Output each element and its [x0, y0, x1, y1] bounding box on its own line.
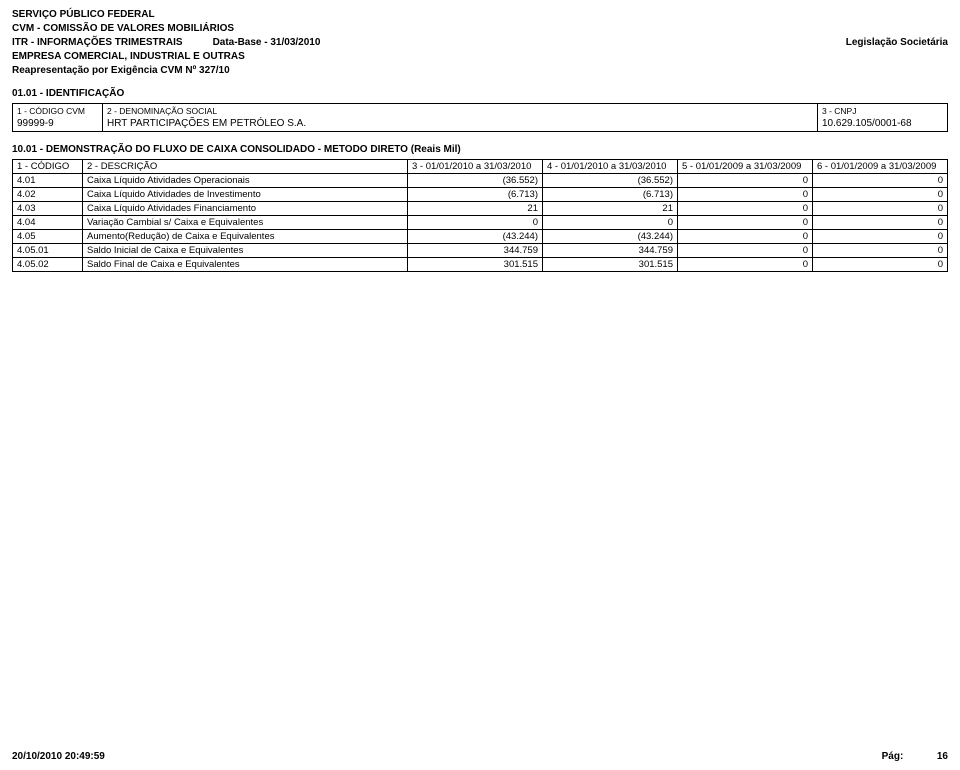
row-value: 344.759	[408, 244, 543, 258]
flow-table-header-row: 1 - CÓDIGO2 - DESCRIÇÃO3 - 01/01/2010 a …	[13, 160, 948, 174]
flow-header-cell: 6 - 01/01/2009 a 31/03/2009	[813, 160, 948, 174]
id-header-cnpj: 3 - CNPJ	[822, 106, 943, 116]
flow-header-cell: 3 - 01/01/2010 a 31/03/2010	[408, 160, 543, 174]
row-value: (43.244)	[543, 230, 678, 244]
row-value: 344.759	[543, 244, 678, 258]
row-value: (36.552)	[543, 174, 678, 188]
id-col-denominacao: 2 - DENOMINAÇÃO SOCIAL HRT PARTICIPAÇÕES…	[103, 104, 818, 131]
row-value: 0	[813, 244, 948, 258]
page-footer: 20/10/2010 20:49:59 Pág: 16	[12, 751, 948, 762]
row-desc: Aumento(Redução) de Caixa e Equivalentes	[83, 230, 408, 244]
footer-timestamp: 20/10/2010 20:49:59	[12, 751, 105, 762]
row-value: (43.244)	[408, 230, 543, 244]
header-line-1: SERVIÇO PÚBLICO FEDERAL	[12, 8, 948, 22]
row-value: 0	[813, 230, 948, 244]
row-value: 0	[813, 216, 948, 230]
row-desc: Caixa Líquido Atividades Operacionais	[83, 174, 408, 188]
row-desc: Saldo Inicial de Caixa e Equivalentes	[83, 244, 408, 258]
row-value: 0	[678, 258, 813, 272]
row-value: 0	[813, 258, 948, 272]
row-value: 0	[408, 216, 543, 230]
header-line-3: ITR - INFORMAÇÕES TRIMESTRAIS Data-Base …	[12, 36, 948, 50]
flow-header-cell: 1 - CÓDIGO	[13, 160, 83, 174]
row-value: 0	[678, 188, 813, 202]
header-block: SERVIÇO PÚBLICO FEDERAL CVM - COMISSÃO D…	[12, 8, 948, 78]
identification-table: 1 - CÓDIGO CVM 99999-9 2 - DENOMINAÇÃO S…	[12, 103, 948, 132]
table-row: 4.03Caixa Líquido Atividades Financiamen…	[13, 202, 948, 216]
footer-page: Pág: 16	[882, 751, 948, 762]
row-value: (36.552)	[408, 174, 543, 188]
row-desc: Caixa Líquido Atividades Financiamento	[83, 202, 408, 216]
flow-table-body: 4.01Caixa Líquido Atividades Operacionai…	[13, 174, 948, 272]
header-line-2: CVM - COMISSÃO DE VALORES MOBILIÁRIOS	[12, 22, 948, 36]
row-code: 4.04	[13, 216, 83, 230]
section-flow-title: 10.01 - DEMONSTRAÇÃO DO FLUXO DE CAIXA C…	[12, 144, 948, 155]
cash-flow-table: 1 - CÓDIGO2 - DESCRIÇÃO3 - 01/01/2010 a …	[12, 159, 948, 272]
row-value: 0	[813, 202, 948, 216]
header-line-5: Reapresentação por Exigência CVM Nº 327/…	[12, 64, 948, 78]
id-header-denominacao: 2 - DENOMINAÇÃO SOCIAL	[107, 106, 813, 116]
row-value: 0	[678, 202, 813, 216]
header-line-3-left: ITR - INFORMAÇÕES TRIMESTRAIS	[12, 36, 183, 50]
row-value: 0	[543, 216, 678, 230]
row-value: 0	[813, 174, 948, 188]
row-value: 0	[678, 216, 813, 230]
id-value-codigo-cvm: 99999-9	[17, 118, 98, 129]
row-value: 21	[543, 202, 678, 216]
row-value: 0	[678, 244, 813, 258]
flow-header-cell: 2 - DESCRIÇÃO	[83, 160, 408, 174]
row-code: 4.02	[13, 188, 83, 202]
row-code: 4.05.01	[13, 244, 83, 258]
header-line-4: EMPRESA COMERCIAL, INDUSTRIAL E OUTRAS	[12, 50, 948, 64]
footer-page-label: Pág:	[882, 751, 904, 762]
header-line-3-mid: Data-Base - 31/03/2010	[213, 36, 321, 50]
row-desc: Variação Cambial s/ Caixa e Equivalentes	[83, 216, 408, 230]
row-desc: Saldo Final de Caixa e Equivalentes	[83, 258, 408, 272]
row-code: 4.05	[13, 230, 83, 244]
row-value: 0	[678, 174, 813, 188]
id-header-codigo-cvm: 1 - CÓDIGO CVM	[17, 106, 98, 116]
header-line-3-right: Legislação Societária	[846, 36, 948, 50]
flow-table-head: 1 - CÓDIGO2 - DESCRIÇÃO3 - 01/01/2010 a …	[13, 160, 948, 174]
row-code: 4.03	[13, 202, 83, 216]
table-row: 4.04Variação Cambial s/ Caixa e Equivale…	[13, 216, 948, 230]
flow-header-cell: 5 - 01/01/2009 a 31/03/2009	[678, 160, 813, 174]
row-value: 301.515	[408, 258, 543, 272]
row-value: 0	[678, 230, 813, 244]
row-value: 301.515	[543, 258, 678, 272]
section-id-title: 01.01 - IDENTIFICAÇÃO	[12, 88, 948, 99]
table-row: 4.05.01Saldo Inicial de Caixa e Equivale…	[13, 244, 948, 258]
flow-header-cell: 4 - 01/01/2010 a 31/03/2010	[543, 160, 678, 174]
row-value: (6.713)	[408, 188, 543, 202]
row-value: 0	[813, 188, 948, 202]
table-row: 4.05.02Saldo Final de Caixa e Equivalent…	[13, 258, 948, 272]
id-value-cnpj: 10.629.105/0001-68	[822, 118, 943, 129]
id-col-cnpj: 3 - CNPJ 10.629.105/0001-68	[818, 104, 948, 131]
id-value-denominacao: HRT PARTICIPAÇÕES EM PETRÓLEO S.A.	[107, 118, 813, 129]
footer-page-num: 16	[937, 751, 948, 762]
row-desc: Caixa Líquido Atividades de Investimento	[83, 188, 408, 202]
table-row: 4.01Caixa Líquido Atividades Operacionai…	[13, 174, 948, 188]
row-code: 4.05.02	[13, 258, 83, 272]
table-row: 4.05Aumento(Redução) de Caixa e Equivale…	[13, 230, 948, 244]
row-value: (6.713)	[543, 188, 678, 202]
row-code: 4.01	[13, 174, 83, 188]
table-row: 4.02Caixa Líquido Atividades de Investim…	[13, 188, 948, 202]
row-value: 21	[408, 202, 543, 216]
id-col-codigo-cvm: 1 - CÓDIGO CVM 99999-9	[13, 104, 103, 131]
